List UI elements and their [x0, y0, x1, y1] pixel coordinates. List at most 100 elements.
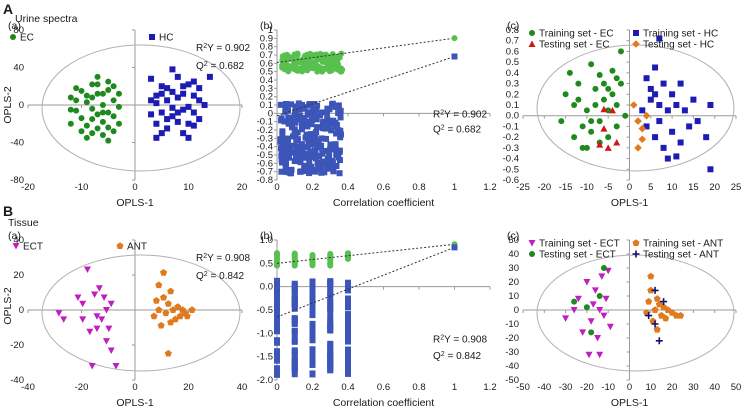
permuted-q2-point [291, 282, 298, 289]
data-point [169, 104, 176, 111]
y-tick-label: -40 [10, 138, 24, 149]
legend-label: HC [159, 33, 173, 44]
permuted-q2-point [296, 105, 303, 112]
permuted-q2-point [328, 127, 335, 134]
permuted-q2-point [282, 155, 289, 162]
y-tick-label: 80 [13, 25, 24, 36]
data-point [652, 134, 659, 141]
data-point [83, 134, 90, 141]
y-tick-label: 0.4 [506, 68, 519, 79]
data-point [167, 287, 175, 295]
data-point [656, 35, 663, 42]
data-point [91, 291, 99, 298]
data-point [588, 118, 595, 125]
y-tick-label: -0.5 [257, 305, 273, 316]
permuted-q2-point [308, 163, 315, 170]
y-tick-label: -0.6 [257, 158, 273, 169]
permuted-r2-point [316, 66, 323, 73]
legend-label: EC [20, 33, 34, 44]
data-point [176, 312, 184, 320]
permuted-r2-point [311, 59, 318, 66]
permuted-q2-point [327, 288, 334, 295]
permuted-q2-point [291, 332, 298, 339]
data-point [164, 116, 171, 123]
x-tick-label: 15 [688, 182, 699, 193]
confidence-ellipse [536, 254, 735, 372]
data-point [105, 109, 112, 116]
y-axis-label: OPLS-2 [2, 86, 14, 124]
data-point [89, 105, 96, 112]
data-point [105, 78, 112, 85]
permuted-q2-point [327, 281, 334, 288]
permuted-q2-point [345, 301, 351, 308]
y-tick-label: 0.2 [506, 89, 519, 100]
permuted-q2-point [327, 326, 334, 333]
x-tick-label: -20 [21, 182, 35, 193]
permuted-q2-point [306, 170, 313, 177]
permuted-q2-point [274, 295, 280, 302]
x-tick-label: -10 [75, 182, 89, 193]
x-tick-label: 1.2 [483, 382, 496, 393]
permuted-q2-point [274, 357, 280, 364]
data-point [638, 135, 647, 144]
panel-aa: (a) -20 -10 0 10 20 -80 -40 0 40 80 OPLS-1 OPLS-2 EC H… [2, 20, 250, 209]
permuted-q2-point [324, 115, 331, 122]
data-point [677, 311, 685, 319]
x-tick-label: -10 [601, 382, 615, 393]
permuted-q2-point [278, 157, 285, 164]
permuted-r2-point [291, 251, 298, 258]
data-point [94, 73, 101, 80]
x-tick-label: 1 [452, 182, 457, 193]
y-tick-label: -0.3 [503, 143, 519, 154]
data-point [169, 113, 176, 120]
y-tick-label: -1.5 [257, 352, 273, 363]
data-point [579, 144, 586, 151]
data-point [79, 300, 87, 308]
permuted-q2-point [301, 168, 308, 175]
permuted-q2-point [309, 359, 316, 366]
x-tick-label: 25 [731, 182, 742, 193]
y-tick-label: 30 [508, 263, 519, 274]
permuted-r2-point [291, 256, 298, 263]
x-axis-label: OPLS-1 [116, 397, 154, 409]
permuted-q2-point [345, 284, 351, 291]
permuted-q2-point [291, 158, 298, 165]
panel-label: (b) [260, 20, 273, 32]
permuted-q2-point [335, 102, 342, 109]
permuted-q2-point [335, 154, 342, 161]
data-point [148, 111, 155, 118]
permuted-q2-point [291, 112, 298, 119]
x-tick-label: 20 [237, 182, 248, 193]
permuted-q2-point [288, 114, 295, 121]
section-b-label: B [3, 203, 13, 219]
data-point [164, 125, 171, 132]
data-point [158, 83, 165, 90]
data-point [592, 85, 599, 92]
data-point [591, 287, 599, 294]
legend-label: Testing set - ANT [643, 250, 719, 261]
permuted-r2-point [334, 62, 341, 69]
y-tick-label: 0.7 [506, 36, 519, 47]
permuted-r2-point [293, 52, 300, 59]
permuted-q2-point [304, 143, 311, 150]
data-point [583, 107, 590, 114]
data-point [645, 312, 653, 320]
y-tick-label: -40 [10, 375, 24, 386]
data-point [148, 97, 155, 104]
permuted-q2-point [337, 127, 344, 134]
data-point [99, 102, 106, 108]
data-point [155, 306, 163, 313]
permuted-q2-point [292, 153, 299, 160]
permuted-r2-point [332, 57, 339, 64]
y-tick-label: 0 [268, 108, 273, 119]
data-point [99, 90, 106, 97]
data-point [600, 105, 608, 113]
data-point [656, 118, 663, 125]
permuted-q2-point [274, 328, 280, 335]
data-point [180, 130, 187, 137]
data-point [94, 111, 101, 118]
x-tick-label: 30 [688, 382, 699, 393]
data-point [571, 298, 578, 305]
data-point [112, 363, 120, 370]
permuted-q2-point [285, 154, 292, 161]
